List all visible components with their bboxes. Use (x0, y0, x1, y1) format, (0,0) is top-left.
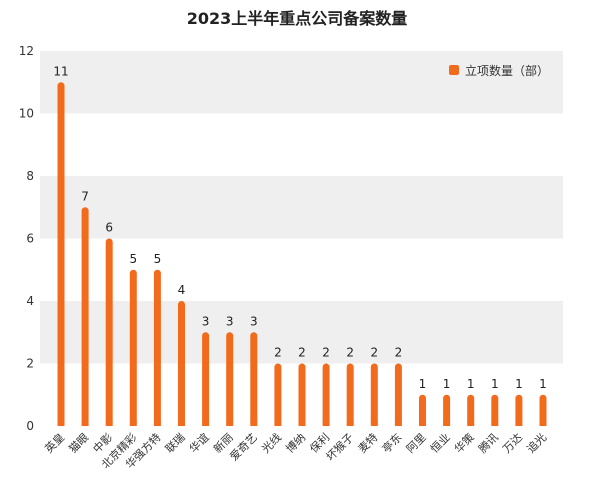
bar (346, 363, 354, 426)
bar-base (394, 422, 402, 426)
bar (419, 394, 426, 426)
y-tick-label: 0 (26, 419, 34, 433)
bar (298, 363, 306, 426)
bar-base (346, 422, 354, 426)
category-label: 英皇 (42, 430, 67, 455)
bar (370, 363, 378, 426)
data-label: 5 (154, 252, 162, 266)
data-label: 2 (395, 346, 403, 360)
category-label: 博纳 (283, 431, 308, 456)
bar (539, 394, 547, 426)
data-label: 1 (419, 377, 427, 391)
data-label: 3 (226, 314, 234, 328)
bar-base (539, 422, 547, 426)
category-label: 爱奇艺 (227, 431, 260, 464)
legend: 立项数量（部） (449, 63, 549, 78)
chart-title: 2023上半年重点公司备案数量 (187, 9, 408, 28)
bar (153, 269, 161, 426)
data-label: 5 (129, 252, 137, 266)
category-label: 猫眼 (66, 431, 91, 456)
data-label: 7 (81, 189, 89, 203)
bar-base (467, 422, 475, 426)
data-label: 4 (178, 283, 186, 297)
data-label: 1 (467, 377, 475, 391)
grid-band (40, 301, 563, 364)
data-label: 1 (491, 377, 499, 391)
y-tick-label: 8 (26, 169, 34, 183)
bar-base (202, 422, 210, 426)
category-label: 光线 (259, 430, 284, 455)
data-label: 1 (539, 377, 547, 391)
data-label: 2 (346, 346, 354, 360)
category-label: 联瑞 (162, 430, 187, 455)
bar-base (178, 422, 185, 426)
bar-base (81, 422, 89, 426)
y-axis: 0 2 4 6 8 10 12 (19, 44, 34, 433)
data-label: 11 (53, 64, 68, 78)
data-label: 2 (274, 346, 282, 360)
data-label: 3 (202, 314, 210, 328)
data-label: 2 (322, 346, 330, 360)
data-label: 1 (515, 377, 523, 391)
category-label: 万达 (500, 431, 525, 456)
y-tick-label: 12 (19, 44, 34, 58)
bar-base (443, 422, 451, 426)
category-label: 华策 (451, 430, 476, 455)
bar-base (226, 422, 234, 426)
y-tick-label: 4 (26, 294, 34, 308)
category-label: 腾讯 (475, 430, 500, 455)
bar (129, 269, 137, 426)
category-label: 华谊 (186, 430, 211, 455)
category-label: 亭东 (379, 430, 404, 455)
bar-base (370, 422, 378, 426)
bar (226, 332, 234, 426)
category-label: 恒业 (428, 431, 453, 456)
y-tick-label: 10 (19, 107, 34, 121)
bar-base (419, 422, 426, 426)
data-label: 2 (298, 346, 306, 360)
category-label: 麦特 (355, 430, 380, 455)
category-label: 坏猴子 (323, 430, 356, 463)
bar (515, 394, 523, 426)
grid-band (40, 51, 563, 114)
grid-band (40, 176, 563, 239)
bar-base (322, 422, 330, 426)
bar (322, 363, 330, 426)
bar (250, 332, 258, 426)
bar-base (105, 422, 113, 426)
data-label: 1 (443, 377, 451, 391)
data-label: 6 (105, 221, 113, 235)
bar (202, 332, 210, 426)
data-label: 2 (370, 346, 378, 360)
grid-bands (40, 51, 563, 364)
bar (394, 363, 402, 426)
bar (81, 207, 89, 426)
bar-base (57, 422, 65, 426)
y-tick-label: 2 (26, 357, 34, 371)
y-tick-label: 6 (26, 232, 34, 246)
data-label: 3 (250, 314, 258, 328)
bar (57, 82, 65, 426)
bar-base (129, 422, 137, 426)
bar (467, 394, 475, 426)
bar (443, 394, 451, 426)
bar-base (298, 422, 306, 426)
bar-base (153, 422, 161, 426)
bar (178, 301, 185, 426)
category-label: 阿里 (404, 431, 429, 456)
bar-base (491, 422, 499, 426)
bar (491, 394, 499, 426)
bar-base (274, 422, 282, 426)
legend-swatch (449, 65, 459, 75)
bar-base (515, 422, 523, 426)
bar (105, 238, 113, 426)
bar-base (250, 422, 258, 426)
bars (57, 82, 547, 426)
category-label: 追光 (524, 430, 549, 455)
legend-label: 立项数量（部） (465, 63, 549, 78)
bar (274, 363, 282, 426)
